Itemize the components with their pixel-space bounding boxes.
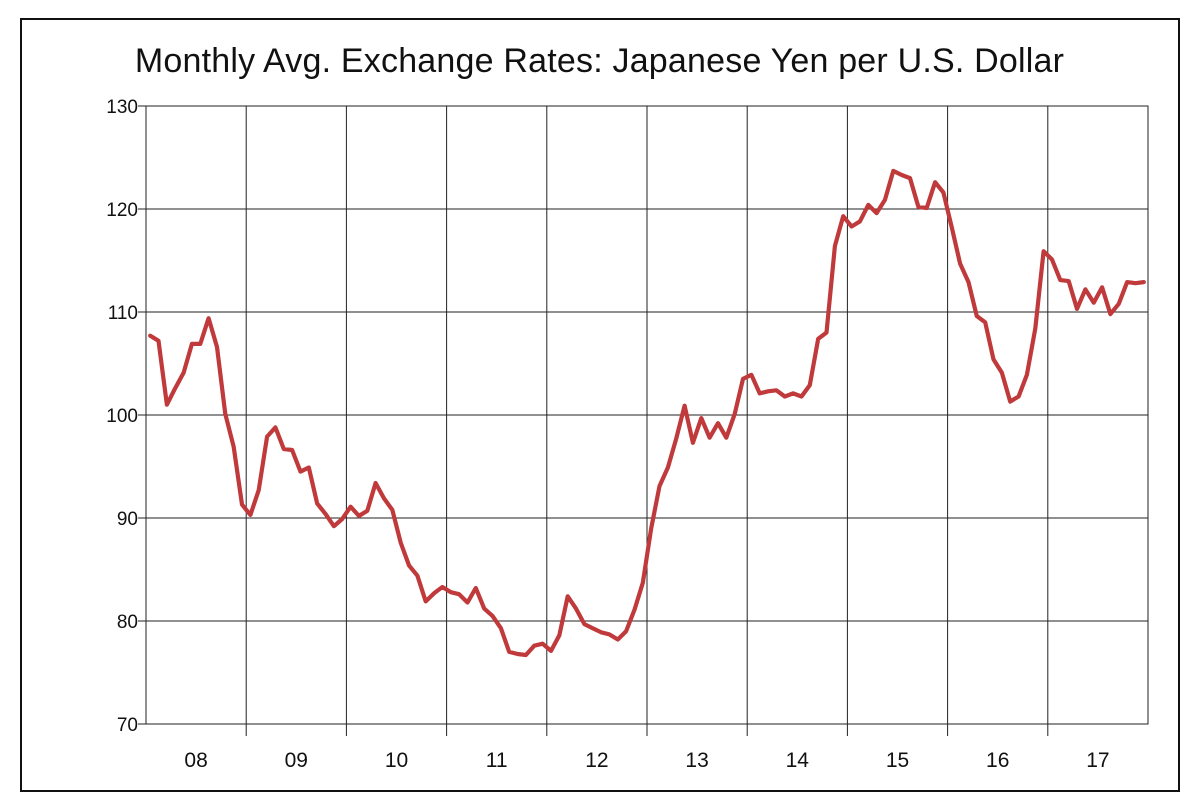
grid-layer — [145, 105, 1149, 725]
x-tick-label: 11 — [486, 749, 508, 772]
x-tick-label: 09 — [285, 749, 308, 772]
x-tick-label: 12 — [585, 749, 608, 772]
x-tick-label: 10 — [385, 749, 408, 772]
y-tick-label: 120 — [106, 200, 138, 221]
x-tick-label: 15 — [886, 749, 909, 772]
y-axis-ticks: 70 80 90 100 110 120 130 — [106, 97, 146, 736]
series-line — [148, 168, 1146, 658]
x-tick-label: 08 — [184, 749, 207, 772]
y-tick-label: 100 — [106, 406, 138, 427]
y-tick-label: 110 — [108, 303, 138, 324]
y-tick-label: 90 — [117, 509, 138, 530]
y-tick-label: 80 — [117, 612, 138, 633]
x-tick-label: 17 — [1086, 749, 1109, 772]
x-axis-ticks: 08 09 10 11 12 13 14 15 16 17 — [184, 724, 1110, 772]
x-tick-label: 13 — [685, 749, 708, 772]
y-tick-label: 70 — [117, 715, 138, 736]
series-layer — [148, 168, 1146, 658]
chart-title: Monthly Avg. Exchange Rates: Japanese Ye… — [134, 42, 1065, 80]
x-tick-label: 14 — [786, 749, 810, 772]
chart-frame — [20, 18, 1180, 792]
x-tick-label: 16 — [986, 749, 1009, 772]
y-tick-label: 130 — [106, 97, 138, 118]
